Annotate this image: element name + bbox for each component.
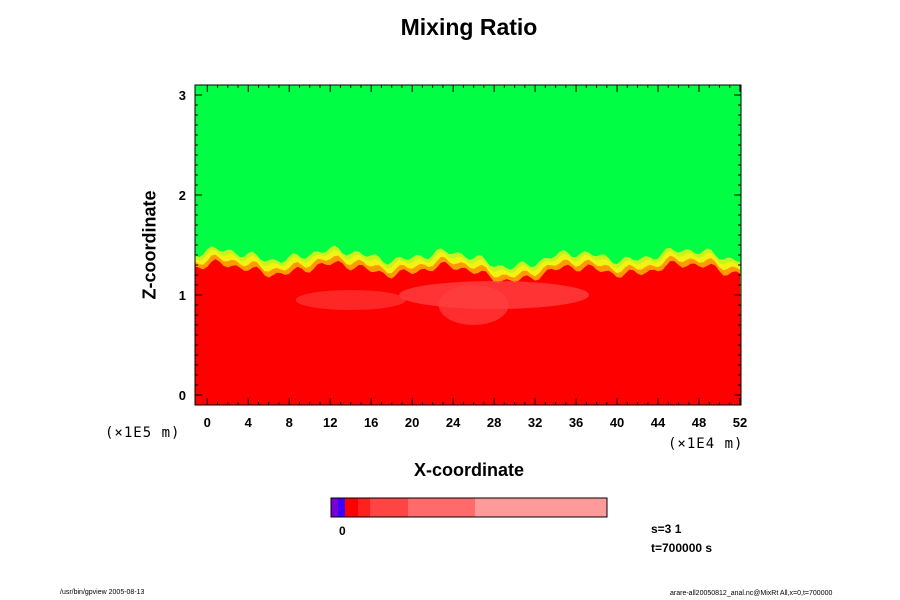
y-tick-label: 2 [179,188,186,203]
chart-title: Mixing Ratio [400,14,538,40]
colorbar-label-0: 0 [339,524,346,538]
field-red [195,259,741,405]
colorbar-segment [345,498,358,517]
colorbar-segment [370,498,408,517]
x-tick-label: 32 [528,415,542,430]
colorbar-segment [331,498,338,517]
colorbar-segment [475,498,607,517]
field-light-red-2 [438,285,509,325]
x-tick-label: 0 [204,415,211,430]
x-tick-label: 36 [569,415,583,430]
field-light-red-3 [295,290,406,310]
x-tick-label: 40 [610,415,624,430]
x-tick-label: 52 [733,415,747,430]
x-tick-label: 4 [245,415,253,430]
y-tick-label: 0 [179,388,186,403]
colorbar-segment [408,498,475,517]
x-axis-label: X-coordinate [413,460,524,480]
y-axis: 0 1 2 3 [179,84,741,403]
x-axis: 0 4 8 12 16 20 24 28 32 36 40 44 48 52 [204,85,747,430]
x-tick-label: 8 [286,415,293,430]
x-tick-label: 24 [446,415,461,430]
annotation-s: s=3 1 [651,522,682,536]
x-tick-label: 12 [323,415,337,430]
y-axis-label: Z-coordinate [139,190,160,300]
x-tick-label: 20 [405,415,419,430]
field [195,85,741,405]
x-tick-label: 44 [651,415,666,430]
annotation-t: t=700000 s [651,541,713,555]
x-tick-label: 28 [487,415,501,430]
y-tick-label: 1 [179,288,186,303]
footer-left: /usr/bin/gpview 2005-08-13 [60,589,145,596]
colorbar-segment [338,498,345,517]
x-tick-label: 48 [692,415,706,430]
x-tick-label: 16 [364,415,378,430]
x-axis-unit: (×1E4 m) [668,436,744,452]
footer-right: arare-all20050812_anal.nc@MixRt All,x=0,… [670,590,833,597]
y-tick-label: 3 [179,88,186,103]
colorbar-segment [358,498,370,517]
colorbar [330,497,608,518]
plot-area [194,84,742,406]
y-axis-unit: (×1E5 m) [105,425,181,441]
colorbar-frame [330,497,608,518]
